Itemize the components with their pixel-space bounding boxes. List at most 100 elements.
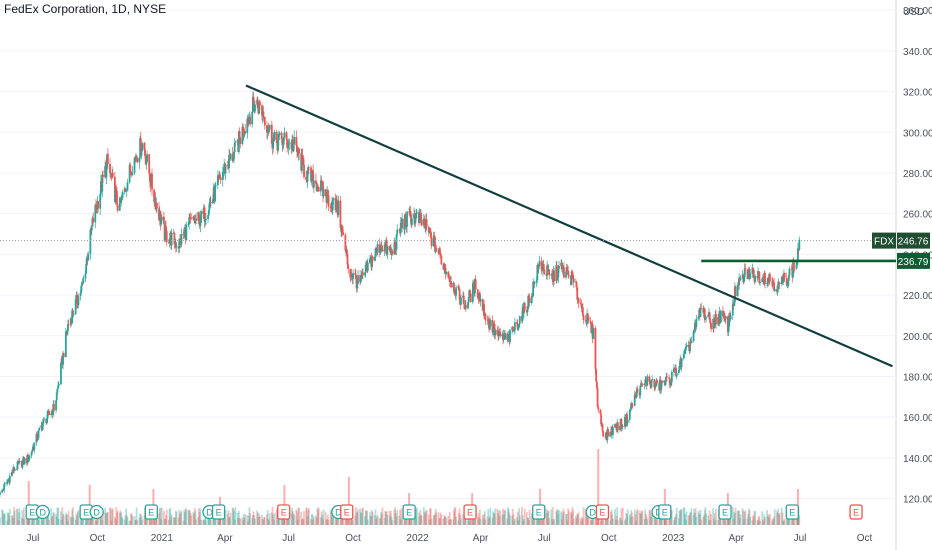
candle-body bbox=[72, 314, 75, 315]
candle-body bbox=[704, 318, 707, 321]
volume-bar bbox=[355, 512, 358, 525]
candle-body bbox=[743, 268, 746, 277]
candle-body bbox=[464, 305, 467, 309]
candle-body bbox=[614, 424, 617, 428]
volume-bar bbox=[307, 509, 310, 525]
volume-bar bbox=[346, 514, 349, 525]
volume-bar bbox=[396, 510, 399, 525]
candle-body bbox=[339, 200, 342, 228]
volume-bar bbox=[752, 515, 754, 525]
earnings-label: E bbox=[406, 508, 412, 518]
volume-bar bbox=[352, 520, 354, 525]
candle-body bbox=[159, 211, 162, 225]
candle-body bbox=[592, 328, 595, 339]
volume-bar bbox=[125, 508, 127, 525]
volume-bar bbox=[634, 514, 637, 525]
volume-bar bbox=[146, 518, 149, 525]
time-axis[interactable]: Jul Oct 2021 Apr Jul Oct 2022 Apr Jul Oct 2023 Apr J… bbox=[27, 533, 873, 544]
volume-bar bbox=[261, 518, 264, 525]
candle-body bbox=[82, 278, 85, 283]
volume-bar bbox=[322, 518, 324, 525]
volume-bar bbox=[183, 510, 186, 525]
candle-body bbox=[680, 358, 683, 368]
candle-body bbox=[630, 403, 633, 406]
candle-body bbox=[262, 111, 265, 118]
volume-bar bbox=[193, 513, 195, 525]
candle-body bbox=[6, 480, 9, 482]
volume-bar bbox=[492, 511, 495, 525]
volume-bar bbox=[326, 514, 329, 525]
volume-bar bbox=[638, 511, 641, 525]
volume-bar bbox=[435, 512, 438, 525]
candle-body bbox=[322, 189, 325, 197]
candle-body bbox=[514, 322, 516, 331]
candle-body bbox=[726, 316, 729, 333]
candle-body bbox=[798, 239, 801, 250]
x-tick-label: Oct bbox=[90, 533, 106, 544]
volume-bar bbox=[368, 512, 371, 525]
x-tick-label: Jul bbox=[27, 533, 40, 544]
volume-bar bbox=[300, 512, 303, 525]
volume-bar bbox=[130, 513, 133, 525]
candle-body bbox=[675, 373, 678, 377]
earnings-icon bbox=[718, 504, 732, 520]
candle-body bbox=[322, 181, 324, 197]
y-tick-label: 260.00 bbox=[903, 210, 932, 221]
volume-bar bbox=[680, 508, 682, 525]
resistance-price-label: 236.79 bbox=[898, 257, 929, 268]
volume-bar bbox=[420, 514, 422, 525]
volume-bar bbox=[429, 508, 432, 525]
candle-body bbox=[292, 144, 295, 152]
volume-bar bbox=[599, 518, 602, 525]
volume-bar bbox=[33, 517, 36, 525]
candle-body bbox=[754, 276, 757, 282]
candle-body bbox=[677, 369, 680, 374]
candle-body bbox=[653, 379, 656, 388]
candle-body bbox=[576, 287, 579, 300]
candle-body bbox=[499, 331, 502, 337]
candle-body bbox=[194, 218, 197, 224]
price-axis[interactable]: 120.00140.00160.00180.00200.00220.00240.… bbox=[903, 6, 932, 505]
volume-bar bbox=[6, 520, 8, 525]
earnings-icon bbox=[658, 504, 672, 520]
volume-bar bbox=[266, 510, 269, 525]
volume-bar bbox=[158, 513, 160, 525]
candle-body bbox=[577, 298, 580, 303]
volume-bar bbox=[321, 514, 324, 525]
volume-bar bbox=[651, 515, 654, 525]
volume-bar bbox=[521, 507, 523, 525]
candle-body bbox=[208, 203, 211, 211]
earnings-label: E bbox=[83, 508, 89, 518]
candle-body bbox=[364, 272, 366, 276]
volume-bar bbox=[754, 511, 757, 525]
candle-body bbox=[526, 309, 529, 313]
volume-bar bbox=[479, 518, 482, 525]
candle-body bbox=[619, 426, 621, 431]
volume-bar bbox=[399, 519, 402, 525]
volume-bar bbox=[356, 511, 359, 525]
volume-bar bbox=[233, 510, 235, 525]
volume-bar bbox=[708, 510, 711, 525]
candle-body bbox=[8, 475, 11, 483]
trendline[interactable] bbox=[245, 84, 893, 368]
candle-body bbox=[138, 157, 141, 163]
volume-bar bbox=[747, 508, 750, 525]
candle-body bbox=[582, 315, 585, 321]
earnings-icon bbox=[463, 504, 477, 520]
earnings-icon bbox=[277, 504, 291, 520]
volume-bar bbox=[236, 512, 239, 525]
earnings-markers[interactable]: EDEDEDEEDEEEEDEDEEEE bbox=[25, 504, 863, 520]
volume-bar bbox=[22, 518, 25, 525]
candle-body bbox=[429, 229, 432, 232]
volume-bar bbox=[761, 511, 764, 525]
earnings-label: E bbox=[216, 508, 222, 518]
volume-bar bbox=[748, 510, 751, 525]
candle-body bbox=[602, 430, 605, 437]
volume-bar bbox=[133, 516, 136, 525]
volume-bar bbox=[567, 508, 570, 525]
volume-bar bbox=[354, 507, 357, 525]
volume-bar bbox=[518, 508, 521, 525]
volume-bar bbox=[609, 511, 612, 525]
